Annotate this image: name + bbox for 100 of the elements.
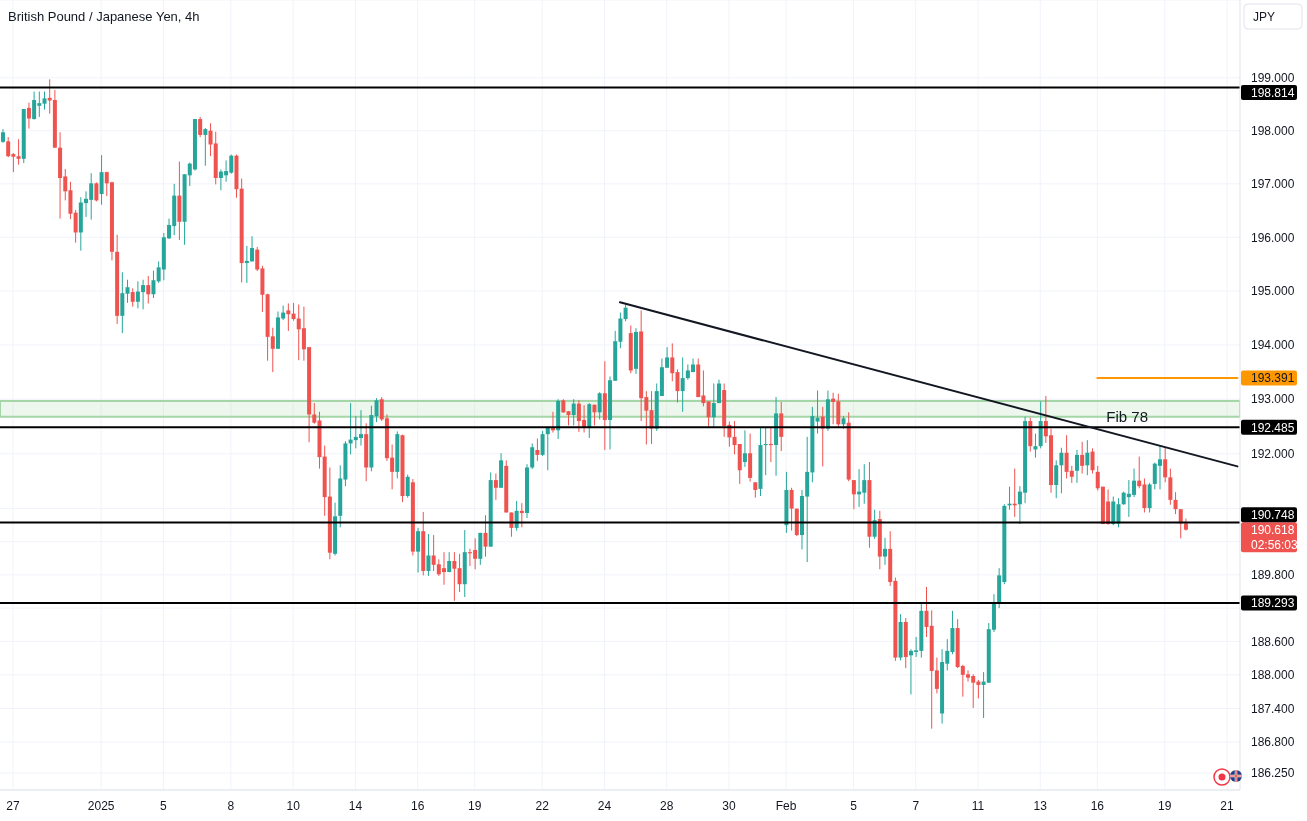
y-axis-title: JPY xyxy=(1253,10,1276,25)
candlestick xyxy=(452,551,457,602)
ref-line-label: 190.748 xyxy=(1251,507,1295,522)
candlestick xyxy=(680,356,685,413)
candlestick xyxy=(151,270,156,299)
x-tick-label: 19 xyxy=(1158,798,1172,813)
candlestick xyxy=(1178,508,1183,539)
candlestick xyxy=(99,154,104,206)
candlestick xyxy=(883,537,888,566)
candlestick xyxy=(597,391,602,420)
candlestick xyxy=(426,533,431,577)
candlestick xyxy=(130,287,135,308)
candlestick xyxy=(16,138,21,166)
candlestick xyxy=(120,271,125,334)
x-tick-label: 22 xyxy=(535,798,550,813)
x-tick-label: Feb xyxy=(775,798,797,813)
y-tick-label: 197.000 xyxy=(1251,177,1295,192)
candlestick xyxy=(203,127,208,167)
x-tick-label: 13 xyxy=(1033,798,1048,813)
y-tick-label: 188.600 xyxy=(1251,634,1295,649)
candlestick xyxy=(851,479,856,510)
text: 190.618 xyxy=(1251,522,1295,537)
candlestick xyxy=(789,487,794,532)
candlestick xyxy=(6,136,11,158)
text: 02:56:03 xyxy=(1251,537,1299,552)
y-tick-label: 193.000 xyxy=(1251,392,1295,407)
candlestick xyxy=(493,473,498,501)
y-tick-label: 189.800 xyxy=(1251,568,1295,583)
candlestick xyxy=(141,279,146,310)
candlestick xyxy=(1168,468,1173,506)
x-tick-label: 27 xyxy=(6,798,20,813)
candlestick xyxy=(545,427,550,471)
x-tick-label: 7 xyxy=(912,798,920,813)
y-tick-label: 198.000 xyxy=(1251,123,1295,138)
candlestick xyxy=(1147,482,1152,513)
ref-line-label: 189.293 xyxy=(1251,596,1295,611)
ref-line-label: 192.485 xyxy=(1251,420,1295,435)
x-tick-label: 10 xyxy=(286,798,301,813)
candlestick xyxy=(94,181,99,202)
candlestick xyxy=(483,514,488,558)
candlestick xyxy=(1059,447,1064,494)
candlestick xyxy=(768,426,773,463)
candlestick xyxy=(535,438,540,462)
y-tick-label: 194.000 xyxy=(1251,338,1295,353)
candlestick xyxy=(1111,496,1116,526)
y-tick-label: 187.400 xyxy=(1251,701,1295,716)
candlestick xyxy=(405,474,410,499)
candlestick xyxy=(872,509,877,540)
candlestick xyxy=(763,427,768,476)
x-tick-label: 24 xyxy=(597,798,612,813)
y-tick-label: 195.000 xyxy=(1251,284,1295,299)
candlestick xyxy=(390,444,395,490)
y-tick-label: 196.000 xyxy=(1251,230,1295,245)
candlestick xyxy=(135,280,140,309)
candlestick xyxy=(32,91,37,121)
x-tick-label: 16 xyxy=(410,798,425,813)
candlestick xyxy=(1080,441,1085,475)
candlestick xyxy=(250,235,255,262)
candlestick xyxy=(198,116,203,138)
candlestick xyxy=(649,390,654,445)
candlestick xyxy=(26,102,31,130)
candlestick xyxy=(1090,447,1095,475)
x-tick-label: 19 xyxy=(468,798,482,813)
x-tick-label: 21 xyxy=(1220,798,1235,813)
candlestick xyxy=(374,397,379,423)
candlestick xyxy=(457,553,462,593)
x-tick-label: 28 xyxy=(660,798,674,813)
candlestick xyxy=(1054,459,1059,499)
x-tick-label: 30 xyxy=(722,798,736,813)
candlestick xyxy=(1173,491,1178,515)
candlestick xyxy=(540,430,545,457)
x-tick-label: 2025 xyxy=(87,798,115,813)
candlestick xyxy=(831,392,836,425)
y-tick-label: 192.000 xyxy=(1251,447,1295,462)
band-label: Fib 78 xyxy=(1106,407,1148,425)
candlestick xyxy=(1033,433,1038,459)
candlestick xyxy=(587,402,592,439)
candlestick xyxy=(358,409,363,447)
x-tick-label: 5 xyxy=(850,798,858,813)
x-tick-label: 16 xyxy=(1090,798,1105,813)
x-tick-label: 11 xyxy=(971,798,985,813)
y-tick-label: 186.800 xyxy=(1251,735,1295,750)
ref-line-label: 198.814 xyxy=(1251,85,1295,100)
candlestick xyxy=(509,511,514,538)
data-label: 193.391 xyxy=(1251,371,1295,386)
x-tick-label: 8 xyxy=(227,798,235,813)
candlestick xyxy=(530,442,535,470)
candlestick xyxy=(571,398,576,426)
candlestick xyxy=(146,275,151,304)
x-tick-label: 5 xyxy=(160,798,168,813)
candlestick xyxy=(286,302,291,332)
candlestick xyxy=(779,401,784,452)
candlestick xyxy=(1163,446,1168,483)
candlestick xyxy=(125,279,130,304)
candlestick xyxy=(416,527,421,574)
y-tick-label: 199.000 xyxy=(1251,71,1295,85)
candlestick xyxy=(711,383,716,427)
x-tick-label: 14 xyxy=(348,798,363,813)
candlestick xyxy=(815,390,820,435)
candlestick xyxy=(73,209,78,244)
